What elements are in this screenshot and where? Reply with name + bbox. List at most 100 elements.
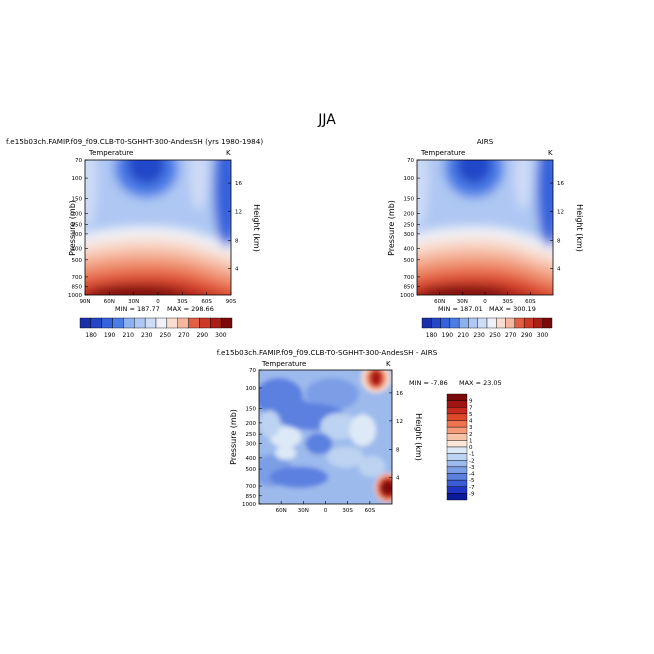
colorbar-label: -4 bbox=[469, 472, 475, 478]
colorbar-swatch bbox=[155, 317, 168, 329]
field-region bbox=[213, 160, 231, 247]
colorbar-label: 180 bbox=[85, 332, 97, 339]
x-tick-label: 30N bbox=[457, 299, 468, 305]
field-region bbox=[269, 466, 329, 488]
y-tick-label: 1000 bbox=[68, 293, 82, 299]
y-tick-label: 70 bbox=[75, 158, 82, 164]
y-tick-label: 250 bbox=[72, 223, 83, 229]
y-tick-label: 200 bbox=[404, 211, 415, 217]
colorbar-label: 290 bbox=[197, 332, 209, 339]
colorbar-swatch bbox=[134, 317, 146, 329]
colorbar-swatch bbox=[446, 493, 468, 501]
colorbar-label: 230 bbox=[141, 332, 153, 339]
y-tick-label: 1000 bbox=[400, 293, 414, 299]
y-tick-label: 700 bbox=[246, 484, 257, 490]
x-axis-ticks: 60N 30N 0 30S 60S bbox=[434, 292, 536, 305]
x-tick-label: 0 bbox=[483, 299, 487, 305]
y2-tick-label: 16 bbox=[557, 181, 564, 187]
colorbar-swatch bbox=[446, 473, 468, 481]
panel-airs: AIRS Temperature K 70 100 150 200 250 300 400 5… bbox=[387, 137, 584, 339]
colorbar-label: 4 bbox=[469, 419, 473, 425]
colorbar-label: -9 bbox=[469, 491, 475, 497]
colorbar-swatch bbox=[446, 407, 468, 415]
colorbar-swatch bbox=[514, 317, 525, 329]
colorbar-swatch bbox=[477, 317, 488, 329]
panel-title: f.e15b03ch.FAMIP.f09_f09.CLB-T0-SGHHT-30… bbox=[6, 137, 263, 146]
y2-tick-label: 4 bbox=[557, 267, 561, 273]
y-tick-label: 70 bbox=[249, 368, 256, 374]
y-tick-label: 850 bbox=[404, 285, 415, 291]
max-label: MAX = 23.05 bbox=[459, 379, 502, 387]
x-tick-label: 60N bbox=[434, 299, 445, 305]
y-tick-label: 400 bbox=[246, 456, 257, 462]
y-tick-label: 700 bbox=[404, 275, 415, 281]
colorbar-swatch bbox=[486, 317, 497, 329]
y2-axis-label: Height (km) bbox=[575, 204, 584, 252]
panel-difference: f.e15b03ch.FAMIP.f09_f09.CLB-T0-SGHHT-30… bbox=[217, 348, 502, 514]
y-axis-ticks: 70 100 150 200 250 300 400 500 700 850 1000 bbox=[68, 158, 88, 299]
colorbar-swatch bbox=[523, 317, 534, 329]
field-region bbox=[285, 399, 313, 416]
contour-field bbox=[259, 370, 392, 504]
field-region bbox=[320, 412, 358, 440]
x-tick-label: 0 bbox=[156, 299, 160, 305]
x-tick-label: 60S bbox=[365, 508, 376, 514]
colorbar-swatch bbox=[431, 317, 441, 329]
colorbar-label: 230 bbox=[473, 332, 485, 339]
colorbar-label: 270 bbox=[505, 332, 517, 339]
colorbar-swatch bbox=[210, 317, 222, 329]
y-tick-label: 1000 bbox=[242, 502, 256, 508]
y-tick-label: 70 bbox=[407, 158, 414, 164]
colorbar-swatch bbox=[79, 317, 92, 329]
colorbar-swatch bbox=[458, 317, 469, 329]
contour-field bbox=[417, 160, 553, 295]
y-tick-label: 250 bbox=[404, 223, 415, 229]
y2-tick-label: 12 bbox=[396, 419, 403, 425]
colorbar-swatch bbox=[446, 479, 468, 487]
colorbar-swatch bbox=[440, 317, 451, 329]
colorbar-label: 180 bbox=[426, 332, 438, 339]
page-title: JJA bbox=[317, 112, 336, 128]
x-tick-label: 90N bbox=[79, 299, 90, 305]
x-tick-label: 60N bbox=[276, 508, 287, 514]
field-region bbox=[514, 160, 532, 210]
colorbar-label: 1 bbox=[469, 438, 473, 444]
y-tick-label: 100 bbox=[72, 176, 83, 182]
field-label: Temperature bbox=[420, 149, 465, 157]
colorbar-swatch bbox=[542, 317, 553, 329]
colorbar-label: 7 bbox=[469, 405, 473, 411]
colorbar-swatch bbox=[446, 393, 468, 401]
y-tick-label: 250 bbox=[246, 432, 257, 438]
y2-tick-label: 8 bbox=[235, 238, 239, 244]
y-tick-label: 100 bbox=[246, 386, 257, 392]
y-tick-label: 700 bbox=[72, 275, 83, 281]
field-region bbox=[85, 160, 97, 228]
colorbar-swatch bbox=[177, 317, 189, 329]
y-tick-label: 200 bbox=[246, 421, 257, 427]
colorbar-swatch bbox=[446, 460, 468, 468]
colorbar-swatch bbox=[166, 317, 178, 329]
y-tick-label: 850 bbox=[72, 285, 83, 291]
y2-axis-label: Height (km) bbox=[252, 204, 261, 252]
panel-title: AIRS bbox=[477, 137, 494, 146]
field-region bbox=[421, 285, 509, 295]
colorbar-label: 210 bbox=[457, 332, 469, 339]
y2-tick-label: 8 bbox=[396, 448, 400, 454]
y-tick-label: 200 bbox=[72, 211, 83, 217]
colorbar-swatch bbox=[446, 446, 468, 454]
colorbar-label: 270 bbox=[178, 332, 190, 339]
y-tick-label: 100 bbox=[404, 176, 415, 182]
colorbar-label: 190 bbox=[442, 332, 454, 339]
y-tick-label: 300 bbox=[246, 441, 257, 447]
colorbar-label: -7 bbox=[469, 485, 475, 491]
y-tick-label: 150 bbox=[404, 197, 415, 203]
colorbar-label: 2 bbox=[469, 432, 473, 438]
colorbar-swatch bbox=[446, 426, 468, 434]
colorbar-swatch bbox=[446, 453, 468, 461]
x-tick-label: 90S bbox=[226, 299, 237, 305]
y2-axis-ticks: 4 8 12 16 bbox=[550, 181, 564, 273]
y-tick-label: 400 bbox=[72, 246, 83, 252]
colorbar-label: 0 bbox=[469, 445, 473, 451]
y-tick-label: 150 bbox=[72, 197, 83, 203]
colorbar-label: 210 bbox=[122, 332, 134, 339]
